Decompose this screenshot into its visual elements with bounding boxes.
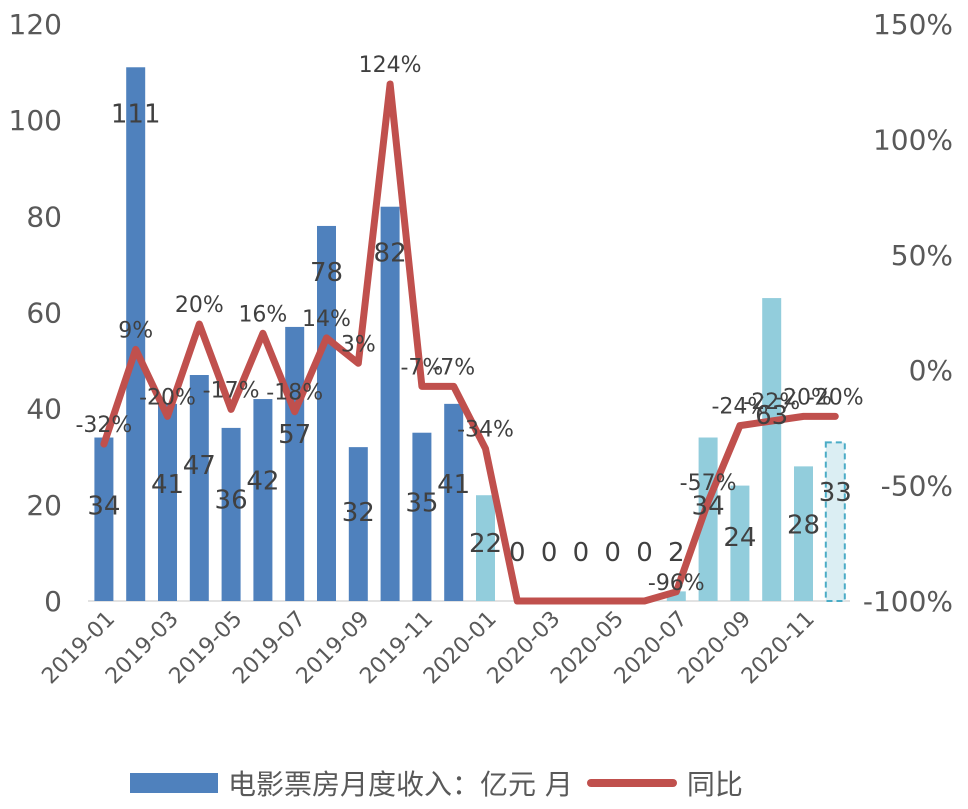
bar-value-label: 24	[723, 523, 756, 553]
right-y-tick-label: -50%	[881, 470, 953, 503]
yoy-value-label: -20%	[139, 385, 196, 410]
right-y-tick-label: 100%	[873, 123, 953, 156]
yoy-value-label: -20%	[807, 385, 864, 410]
bar-2019-09	[348, 447, 368, 601]
yoy-line-series	[100, 80, 839, 605]
bar-value-label: 34	[692, 492, 725, 522]
bar-2020-01	[476, 495, 495, 601]
left-y-tick-label: 120	[9, 8, 62, 41]
bar-2020-09	[730, 485, 750, 601]
left-y-tick-label: 20	[26, 489, 62, 522]
bar-2019-07	[285, 326, 305, 601]
legend-line-label: 同比	[686, 768, 743, 801]
bar-value-label: 28	[787, 510, 820, 540]
yoy-value-label: -17%	[203, 378, 260, 403]
bar-value-label: 32	[342, 498, 375, 528]
bar-2019-04	[189, 375, 209, 601]
bar-value-label: 0	[541, 538, 558, 568]
bar-value-label: 0	[573, 538, 590, 568]
left-y-tick-label: 80	[26, 200, 62, 233]
yoy-value-label: 20%	[175, 293, 224, 318]
yoy-value-label: -18%	[266, 381, 323, 406]
yoy-value-label: 9%	[118, 318, 153, 343]
left-y-axis: 0 20 40 60 80 100 120	[9, 8, 62, 618]
bar-2019-06	[253, 399, 273, 601]
yoy-value-label: 14%	[302, 307, 351, 332]
bar-value-label: 78	[310, 258, 343, 288]
yoy-value-label: 3%	[341, 332, 376, 357]
bar-2019-08	[317, 225, 336, 601]
bar-2019-01	[94, 437, 114, 601]
right-y-axis: -100% -50% 0% 50% 100% 150%	[863, 8, 953, 618]
bar-value-label: 36	[215, 485, 248, 515]
right-y-tick-label: 150%	[873, 8, 953, 41]
left-y-tick-label: 100	[9, 104, 62, 137]
right-y-tick-label: -100%	[863, 585, 953, 618]
bar-2020-12	[824, 441, 846, 603]
bar-value-label: 57	[278, 420, 311, 450]
x-axis-ticks: 2019-012019-032019-052019-072019-092019-…	[37, 607, 819, 690]
left-y-tick-label: 40	[26, 393, 62, 426]
bar-value-label: 111	[111, 99, 161, 129]
legend-bar-swatch	[130, 773, 218, 793]
yoy-line	[100, 80, 839, 605]
bar-2019-02	[126, 67, 146, 601]
legend-line-swatch	[586, 779, 677, 787]
bar-value-label: 41	[437, 470, 470, 500]
bar-2019-03	[158, 403, 177, 601]
bar-value-label: 82	[374, 239, 407, 269]
yoy-value-label: -24%	[711, 395, 768, 420]
right-y-tick-label: 50%	[891, 239, 953, 272]
bar-2020-10	[762, 298, 782, 601]
bar-2019-11	[412, 432, 432, 601]
yoy-value-label: -57%	[680, 471, 737, 496]
bar-2020-07	[666, 591, 686, 601]
yoy-value-label: -20%	[775, 385, 832, 410]
right-y-tick-label: 0%	[909, 354, 953, 387]
bar-value-label: 34	[87, 492, 120, 522]
bar-value-label: 33	[819, 478, 852, 508]
yoy-value-label: -32%	[75, 413, 132, 438]
yoy-value-label: -7%	[432, 355, 475, 380]
line-data-labels: -32% 9% -20% 20% -17% 16% -18% 14%3% 124% -7%-7% -…	[75, 53, 863, 596]
bar-value-label: 41	[151, 470, 184, 500]
bar-value-label: 2	[668, 538, 685, 568]
bar-series	[94, 67, 846, 603]
left-y-tick-label: 0	[44, 585, 62, 618]
legend: 电影票房月度收入：亿元 月 同比	[130, 763, 743, 803]
yoy-value-label: -96%	[648, 571, 705, 596]
bar-value-label: 22	[469, 529, 502, 559]
yoy-value-label: 16%	[238, 302, 287, 327]
bar-value-label: 0	[636, 538, 653, 568]
bar-value-label: 0	[604, 538, 621, 568]
bar-value-label: 47	[183, 451, 216, 481]
bar-value-label: 63	[755, 401, 788, 431]
bar-2020-11	[794, 466, 813, 601]
left-y-tick-label: 60	[26, 297, 62, 330]
bar-value-label: 35	[405, 489, 438, 519]
yoy-value-label: -7%	[400, 355, 443, 380]
bar-2019-12	[444, 403, 464, 601]
yoy-value-label: -34%	[457, 418, 514, 443]
yoy-value-label: 124%	[359, 53, 422, 78]
bar-value-label: 0	[509, 538, 526, 568]
bar-2019-10	[380, 206, 400, 601]
bar-2019-05	[221, 427, 241, 601]
legend-bar-label: 电影票房月度收入：亿元 月	[228, 768, 573, 801]
yoy-value-label: -22%	[743, 390, 800, 415]
bar-value-label: 42	[246, 467, 279, 497]
bar-2020-08	[698, 437, 718, 601]
